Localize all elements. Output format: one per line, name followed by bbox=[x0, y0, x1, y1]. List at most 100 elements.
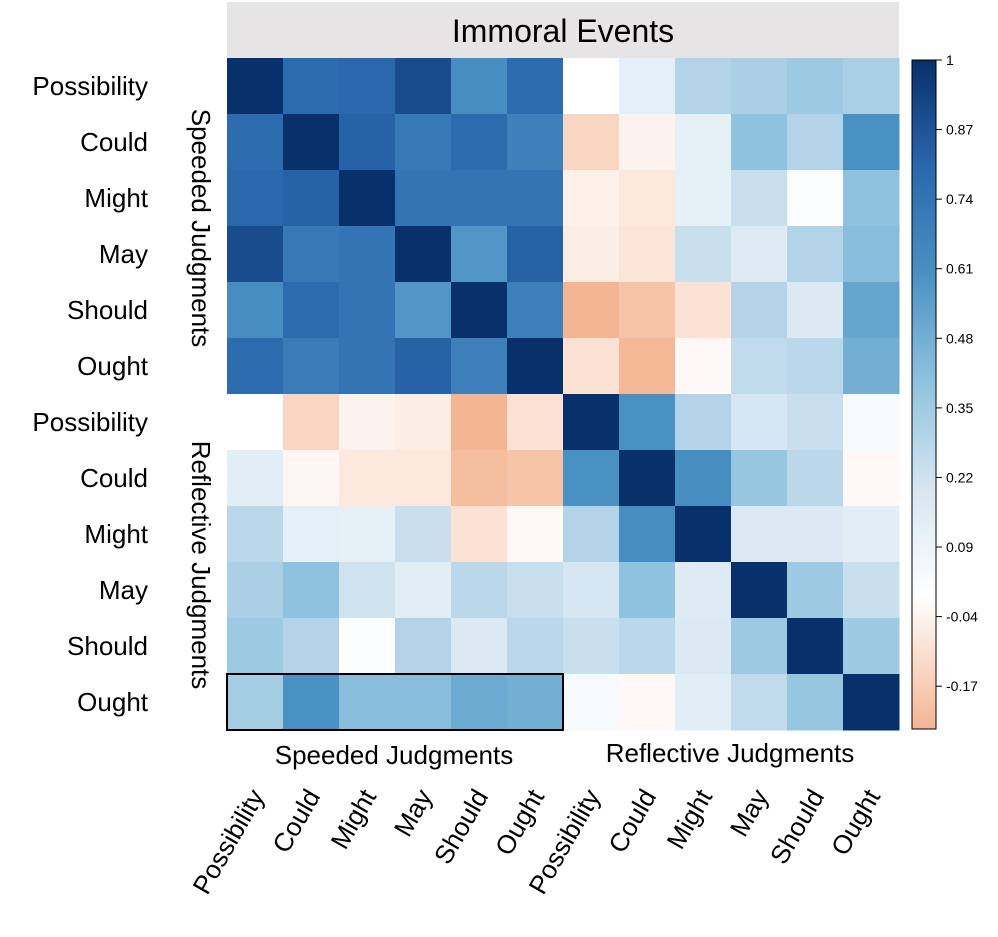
colorbar-tick-label: 0.48 bbox=[946, 330, 973, 346]
heatmap-cell bbox=[227, 562, 284, 619]
row-label: Should bbox=[67, 295, 148, 325]
heatmap-cell bbox=[731, 450, 788, 507]
heatmap-cell bbox=[451, 450, 508, 507]
heatmap-cell bbox=[843, 506, 900, 563]
heatmap-cell bbox=[619, 450, 676, 507]
row-group-label-reflective: Reflective Judgments bbox=[186, 441, 216, 690]
row-label: Could bbox=[80, 463, 148, 493]
colorbar-tick-label: 0.35 bbox=[946, 400, 973, 416]
heatmap-cell bbox=[787, 506, 844, 563]
heatmap-cell bbox=[563, 562, 620, 619]
colorbar-tick-label: 1 bbox=[946, 52, 954, 68]
heatmap-cell bbox=[451, 394, 508, 451]
col-group-label-reflective: Reflective Judgments bbox=[606, 738, 855, 768]
heatmap-cell bbox=[395, 450, 452, 507]
heatmap-cell bbox=[675, 338, 732, 395]
heatmap-cell bbox=[227, 674, 284, 731]
heatmap-cell bbox=[675, 226, 732, 283]
heatmap-cell bbox=[563, 618, 620, 675]
column-label: May bbox=[724, 784, 775, 842]
row-label: Ought bbox=[77, 687, 149, 717]
heatmap-cell bbox=[339, 282, 396, 339]
colorbar-tick-label: 0.61 bbox=[946, 261, 973, 277]
row-label: Possibility bbox=[32, 407, 148, 437]
heatmap-cell bbox=[451, 226, 508, 283]
heatmap-cell bbox=[563, 226, 620, 283]
heatmap-cell bbox=[283, 226, 340, 283]
heatmap-cell bbox=[395, 58, 452, 115]
row-group-label-speeded: Speeded Judgments bbox=[186, 109, 216, 348]
heatmap-cell bbox=[843, 562, 900, 619]
heatmap-cell bbox=[843, 674, 900, 731]
heatmap-cell bbox=[563, 170, 620, 227]
heatmap-cell bbox=[339, 450, 396, 507]
heatmap-cell bbox=[339, 618, 396, 675]
heatmap-cell bbox=[787, 450, 844, 507]
column-label: Possibility bbox=[186, 784, 270, 899]
heatmap-cell bbox=[507, 114, 564, 171]
heatmap-cell bbox=[283, 506, 340, 563]
heatmap-cell bbox=[507, 170, 564, 227]
heatmap-cell bbox=[843, 338, 900, 395]
heatmap-cell bbox=[339, 338, 396, 395]
heatmap-cell bbox=[227, 114, 284, 171]
heatmap-cell bbox=[283, 394, 340, 451]
heatmap-cell bbox=[787, 674, 844, 731]
heatmap-cell bbox=[731, 506, 788, 563]
heatmap-cell bbox=[731, 226, 788, 283]
heatmap-cell bbox=[507, 562, 564, 619]
heatmap-cell bbox=[227, 394, 284, 451]
colorbar-tick-label: -0.04 bbox=[946, 609, 978, 625]
heatmap-cell bbox=[227, 226, 284, 283]
heatmap-cell bbox=[619, 618, 676, 675]
heatmap-cell bbox=[507, 226, 564, 283]
heatmap-cell bbox=[507, 674, 564, 731]
heatmap-cell bbox=[451, 338, 508, 395]
heatmap-cell bbox=[619, 506, 676, 563]
heatmap-cell bbox=[339, 114, 396, 171]
heatmap-cell bbox=[731, 170, 788, 227]
heatmap-cell bbox=[395, 170, 452, 227]
heatmap-cell bbox=[227, 170, 284, 227]
heatmap-cell bbox=[451, 58, 508, 115]
heatmap-cell bbox=[843, 114, 900, 171]
row-label: May bbox=[99, 575, 148, 605]
colorbar-tick-label: -0.17 bbox=[946, 678, 978, 694]
heatmap-cell bbox=[675, 58, 732, 115]
row-label: May bbox=[99, 239, 148, 269]
heatmap-cell bbox=[675, 450, 732, 507]
heatmap-cell bbox=[507, 450, 564, 507]
heatmap-cell bbox=[283, 674, 340, 731]
heatmap-cell bbox=[843, 170, 900, 227]
heatmap-cell bbox=[395, 114, 452, 171]
column-label: Should bbox=[428, 784, 494, 869]
colorbar-tick-label: 0.09 bbox=[946, 539, 973, 555]
heatmap-cell bbox=[675, 114, 732, 171]
column-label: May bbox=[388, 784, 439, 842]
column-label: Ought bbox=[825, 783, 887, 860]
heatmap-cell bbox=[451, 618, 508, 675]
row-label: Might bbox=[84, 183, 148, 213]
col-group-label-speeded: Speeded Judgments bbox=[275, 740, 514, 770]
heatmap-cell bbox=[619, 226, 676, 283]
heatmap-cell bbox=[843, 618, 900, 675]
heatmap-cell bbox=[563, 114, 620, 171]
heatmap-cell bbox=[731, 58, 788, 115]
heatmap-cells bbox=[227, 58, 900, 731]
heatmap-cell bbox=[227, 338, 284, 395]
column-label: Could bbox=[602, 784, 662, 858]
heatmap-cell bbox=[843, 282, 900, 339]
heatmap-cell bbox=[619, 58, 676, 115]
heatmap-cell bbox=[787, 618, 844, 675]
heatmap-cell bbox=[787, 170, 844, 227]
heatmap-cell bbox=[731, 338, 788, 395]
colorbar-tick-label: 0.87 bbox=[946, 122, 973, 138]
heatmap-cell bbox=[339, 674, 396, 731]
row-label: Ought bbox=[77, 351, 149, 381]
heatmap-cell bbox=[563, 674, 620, 731]
heatmap-cell bbox=[339, 562, 396, 619]
heatmap-cell bbox=[619, 562, 676, 619]
heatmap-cell bbox=[787, 226, 844, 283]
heatmap-cell bbox=[339, 394, 396, 451]
heatmap-cell bbox=[563, 338, 620, 395]
